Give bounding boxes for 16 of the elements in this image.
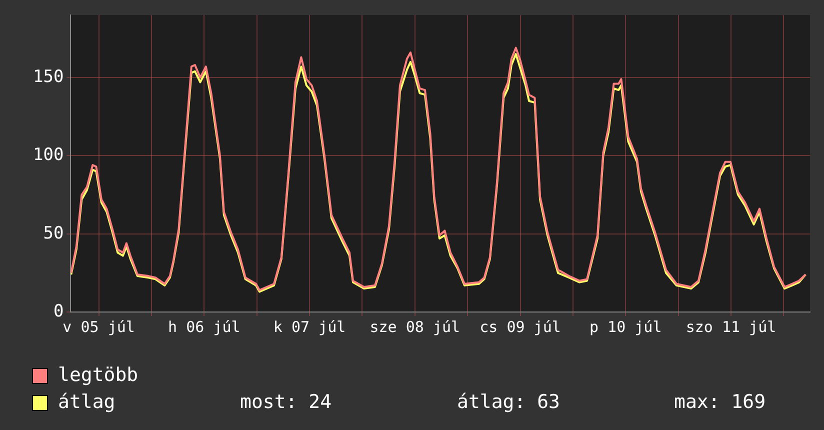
text: max: 169	[674, 390, 766, 415]
text: átlag: 63	[457, 390, 561, 415]
y-tick-label: 0	[53, 301, 64, 322]
x-tick-label: h 06 júl	[168, 318, 240, 336]
y-tick-label: 100	[32, 145, 64, 166]
x-tick-label: sze 08 júl	[370, 318, 460, 336]
text: most: 24	[240, 390, 333, 415]
y-tick-label: 150	[32, 66, 64, 87]
x-tick-label: p 10 júl	[589, 318, 662, 336]
x-tick-label: cs 09 júl	[480, 318, 561, 336]
x-tick-label: szo 11 júl	[686, 318, 776, 336]
y-tick-label: 50	[43, 223, 64, 244]
legend-label: átlag	[58, 390, 116, 415]
legend-label: legtöbb	[58, 363, 140, 388]
x-tick-label: k 07 júl	[273, 318, 346, 336]
x-tick-label: v 05 júl	[62, 318, 135, 336]
